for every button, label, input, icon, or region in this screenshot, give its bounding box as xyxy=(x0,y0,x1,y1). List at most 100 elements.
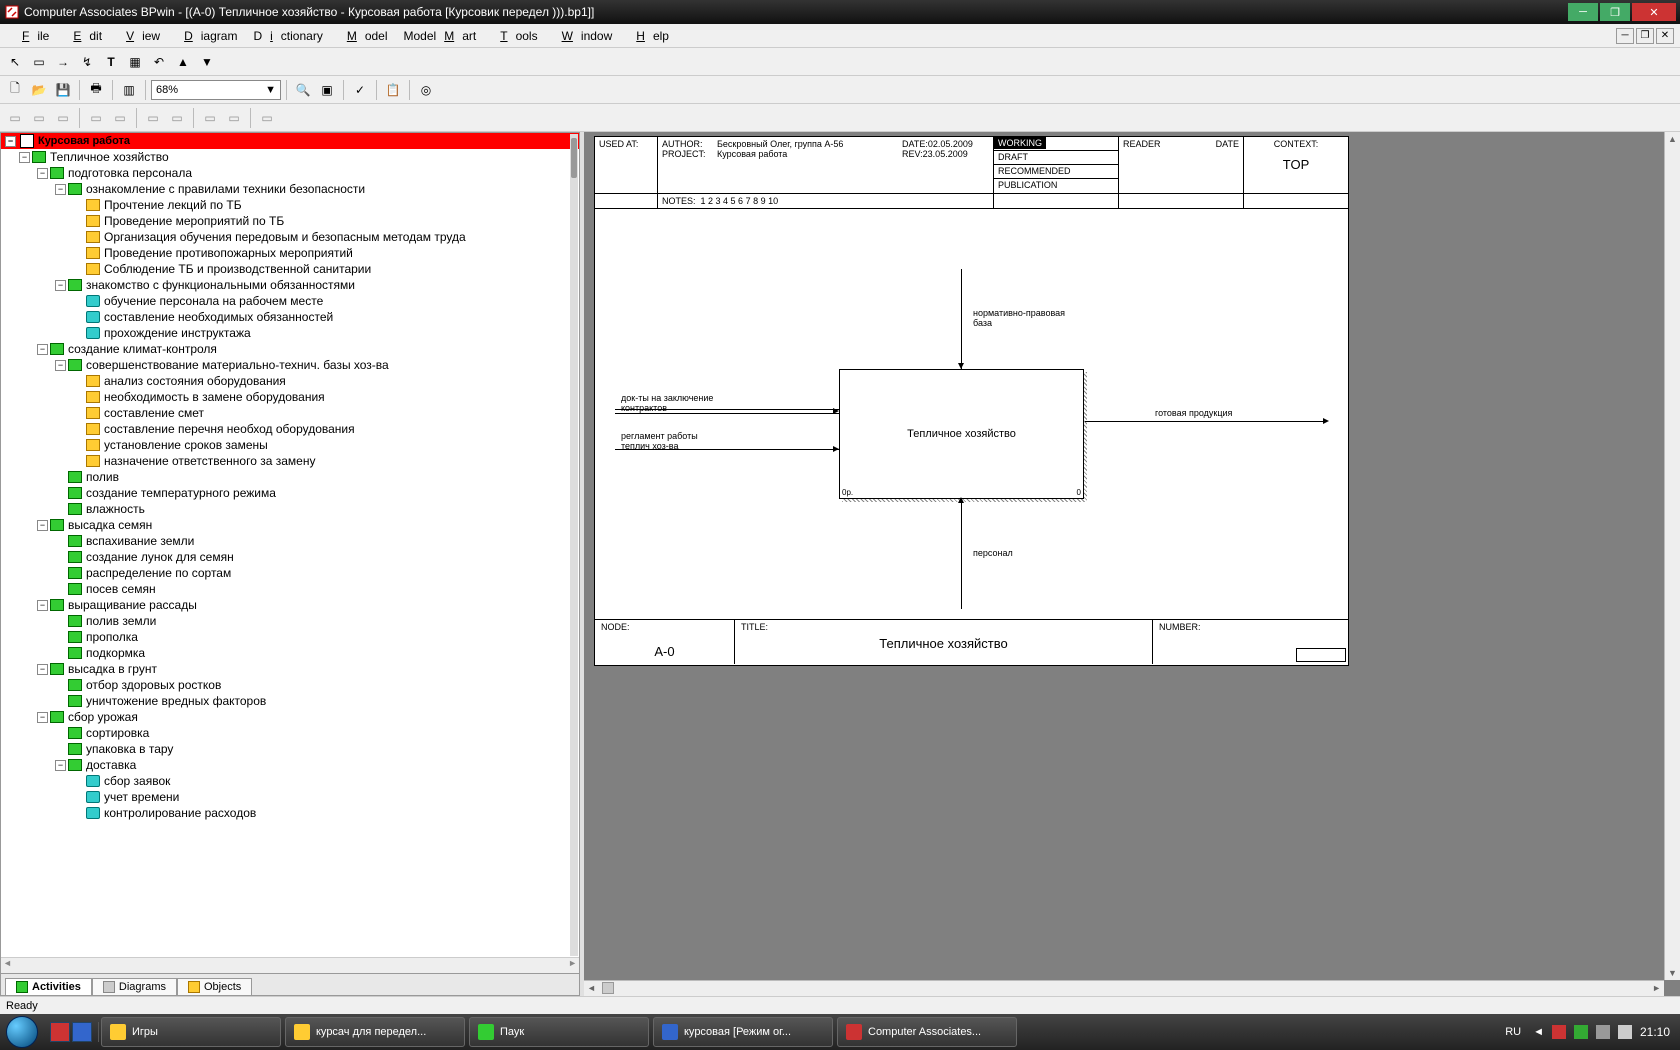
tree-item[interactable]: контролирование расходов xyxy=(1,805,579,821)
tree-item[interactable]: Соблюдение ТБ и производственной санитар… xyxy=(1,261,579,277)
menu-view[interactable]: View xyxy=(110,27,168,45)
new-button[interactable]: 🗋 xyxy=(4,79,26,101)
menu-model[interactable]: Model xyxy=(331,27,396,45)
expander-icon[interactable]: − xyxy=(37,168,48,179)
tree-scrollbar[interactable] xyxy=(570,134,578,956)
mm-btn-6[interactable]: ▭ xyxy=(142,107,164,129)
tree-item[interactable]: обучение персонала на рабочем месте xyxy=(1,293,579,309)
mm-btn-8[interactable]: ▭ xyxy=(199,107,221,129)
tree-item[interactable]: посев семян xyxy=(1,581,579,597)
tree-item[interactable]: создание температурного режима xyxy=(1,485,579,501)
expander-icon[interactable]: − xyxy=(37,664,48,675)
tree-item[interactable]: −высадка в грунт xyxy=(1,661,579,677)
tree-item[interactable]: −выращивание рассады xyxy=(1,597,579,613)
mdi-restore-button[interactable]: ❐ xyxy=(1636,28,1654,44)
print-button[interactable]: 🖶 xyxy=(85,79,107,101)
tray-network-icon[interactable] xyxy=(1596,1025,1610,1039)
ql-explorer-icon[interactable] xyxy=(72,1022,92,1042)
report-button[interactable]: 📋 xyxy=(382,79,404,101)
menu-diagram[interactable]: Diagram xyxy=(168,27,245,45)
language-indicator[interactable]: RU xyxy=(1501,1024,1525,1040)
expander-icon[interactable]: − xyxy=(37,344,48,355)
mm-btn-10[interactable]: ▭ xyxy=(256,107,278,129)
go-down-tool[interactable]: ▼ xyxy=(196,51,218,73)
go-up-tool[interactable]: ▲ xyxy=(172,51,194,73)
minimize-button[interactable]: ─ xyxy=(1568,3,1598,21)
expander-icon[interactable]: − xyxy=(55,184,66,195)
tree-item[interactable]: полив земли xyxy=(1,613,579,629)
tree-item[interactable]: составление смет xyxy=(1,405,579,421)
mm-btn-1[interactable]: ▭ xyxy=(4,107,26,129)
tree-item[interactable]: −высадка семян xyxy=(1,517,579,533)
mm-btn-2[interactable]: ▭ xyxy=(28,107,50,129)
activity-tool[interactable]: ▭ xyxy=(28,51,50,73)
expander-icon[interactable]: − xyxy=(37,712,48,723)
tree-item[interactable]: назначение ответственного за замену xyxy=(1,453,579,469)
tab-diagrams[interactable]: Diagrams xyxy=(92,978,177,995)
tree-item[interactable]: −доставка xyxy=(1,757,579,773)
menu-tools[interactable]: Tools xyxy=(484,27,545,45)
tree-item[interactable]: −ознакомление с правилами техники безопа… xyxy=(1,181,579,197)
open-button[interactable]: 📂 xyxy=(28,79,50,101)
expander-icon[interactable]: − xyxy=(55,280,66,291)
tree-item[interactable]: сортировка xyxy=(1,725,579,741)
taskbar-item[interactable]: курсовая [Режим ог... xyxy=(653,1017,833,1047)
tree-item[interactable]: составление необходимых обязанностей xyxy=(1,309,579,325)
canvas-vscroll[interactable] xyxy=(1664,132,1680,980)
tree-item[interactable]: подкормка xyxy=(1,645,579,661)
tree-item[interactable]: −Тепличное хозяйство xyxy=(1,149,579,165)
clock[interactable]: 21:10 xyxy=(1640,1025,1670,1039)
diagram-manager-tool[interactable]: ▦ xyxy=(124,51,146,73)
tree-item[interactable]: установление сроков замены xyxy=(1,437,579,453)
tree-item[interactable]: Прочтение лекций по ТБ xyxy=(1,197,579,213)
tree-item[interactable]: создание лунок для семян xyxy=(1,549,579,565)
mm-btn-7[interactable]: ▭ xyxy=(166,107,188,129)
modelmart-button[interactable]: ◎ xyxy=(415,79,437,101)
activity-box[interactable]: Тепличное хозяйство 0р. 0 xyxy=(839,369,1084,499)
tree-item[interactable]: −подготовка персонала xyxy=(1,165,579,181)
tree-item[interactable]: −создание климат-контроля xyxy=(1,341,579,357)
tree-item[interactable]: уничтожение вредных факторов xyxy=(1,693,579,709)
zoom-fit-button[interactable]: ▣ xyxy=(316,79,338,101)
taskbar-item[interactable]: курсач для передел... xyxy=(285,1017,465,1047)
tree-item[interactable]: прополка xyxy=(1,629,579,645)
tree-item[interactable]: прохождение инструктажа xyxy=(1,325,579,341)
squiggle-tool[interactable]: ↯ xyxy=(76,51,98,73)
tree-item[interactable]: учет времени xyxy=(1,789,579,805)
expander-icon[interactable]: − xyxy=(55,760,66,771)
expander-icon[interactable]: − xyxy=(55,360,66,371)
menu-edit[interactable]: Edit xyxy=(57,27,110,45)
tree-item[interactable]: отбор здоровых ростков xyxy=(1,677,579,693)
diagram-body[interactable]: Тепличное хозяйство 0р. 0 нормативно-пра… xyxy=(595,209,1348,619)
tree-item[interactable]: необходимость в замене оборудования xyxy=(1,389,579,405)
canvas-hscroll[interactable] xyxy=(584,980,1664,996)
zoom-in-button[interactable]: 🔍 xyxy=(292,79,314,101)
tray-expand-icon[interactable]: ◄ xyxy=(1533,1026,1544,1038)
tree-root[interactable]: − Курсовая работа xyxy=(1,133,579,149)
mm-btn-9[interactable]: ▭ xyxy=(223,107,245,129)
tree-hscroll[interactable] xyxy=(1,957,579,973)
text-tool[interactable]: T xyxy=(100,51,122,73)
mm-btn-5[interactable]: ▭ xyxy=(109,107,131,129)
start-button[interactable] xyxy=(0,1014,44,1050)
tree-item[interactable]: вспахивание земли xyxy=(1,533,579,549)
tray-antivirus-icon[interactable] xyxy=(1552,1025,1566,1039)
mm-btn-4[interactable]: ▭ xyxy=(85,107,107,129)
spell-check-button[interactable]: ✓ xyxy=(349,79,371,101)
model-explorer-button[interactable]: ▥ xyxy=(118,79,140,101)
tree-item[interactable]: распределение по сортам xyxy=(1,565,579,581)
tree-item[interactable]: Проведение противопожарных мероприятий xyxy=(1,245,579,261)
taskbar-item[interactable]: Computer Associates... xyxy=(837,1017,1017,1047)
taskbar-item[interactable]: Паук xyxy=(469,1017,649,1047)
tree-item[interactable]: полив xyxy=(1,469,579,485)
expander-icon[interactable]: − xyxy=(19,152,30,163)
ql-opera-icon[interactable] xyxy=(50,1022,70,1042)
mdi-close-button[interactable]: ✕ xyxy=(1656,28,1674,44)
menu-dictionary[interactable]: Dictionary xyxy=(245,27,330,45)
tree-item[interactable]: анализ состояния оборудования xyxy=(1,373,579,389)
mdi-minimize-button[interactable]: ─ xyxy=(1616,28,1634,44)
undo-redo-tool[interactable]: ↶ xyxy=(148,51,170,73)
tree-item[interactable]: сбор заявок xyxy=(1,773,579,789)
maximize-button[interactable]: ❐ xyxy=(1600,3,1630,21)
tray-safely-remove-icon[interactable] xyxy=(1574,1025,1588,1039)
